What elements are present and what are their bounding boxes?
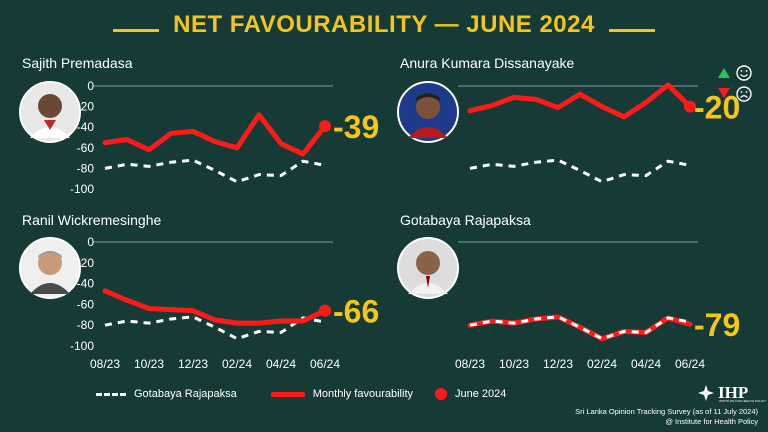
ihp-logo: IHP INSTITUTE FOR HEALTH POLICY — [697, 380, 766, 406]
smiley-happy-icon — [736, 65, 752, 81]
series-line-monthly — [467, 82, 693, 120]
up-triangle-icon — [718, 68, 730, 78]
ihp-logo-icon — [698, 385, 714, 401]
june-2024-dot — [684, 100, 696, 113]
y-tick-label: -100 — [70, 339, 94, 353]
avatar-ranil — [19, 237, 81, 299]
title-bar: NET FAVOURABILITY — JUNE 2024 — [0, 8, 768, 42]
smiley-sad-icon — [736, 86, 752, 102]
x-tick-label: 02/24 — [222, 357, 252, 371]
y-tick-label: 0 — [87, 79, 94, 93]
footer: Sri Lanka Opinion Tracking Survey (as of… — [575, 407, 758, 427]
footer-credit: @ Institute for Health Policy — [665, 417, 758, 426]
footer-source: Sri Lanka Opinion Tracking Survey (as of… — [575, 407, 758, 416]
x-tick-label: 10/23 — [134, 357, 164, 371]
x-tick-label: 10/23 — [499, 357, 529, 371]
panel-title-anura: Anura Kumara Dissanayake — [400, 55, 575, 71]
page-title: NET FAVOURABILITY — JUNE 2024 — [173, 11, 595, 38]
series-line-monthly — [102, 112, 328, 157]
title-rule-right — [608, 28, 655, 32]
down-triangle-icon — [718, 88, 730, 98]
june-2024-dot — [319, 120, 331, 133]
ihp-logo-subtitle: INSTITUTE FOR HEALTH POLICY — [719, 399, 766, 403]
legend-swatch-dashed — [96, 392, 126, 396]
june-value-label: -20 — [694, 90, 740, 126]
series-line-gotabaya-reference — [469, 158, 691, 184]
title-rule-left — [113, 28, 160, 32]
panel-title-gotabaya: Gotabaya Rajapaksa — [400, 212, 531, 228]
avatar-sajith — [19, 81, 81, 143]
x-tick-label: 06/24 — [310, 357, 340, 371]
series-line-gotabaya-reference — [104, 158, 326, 184]
legend-item-gotabaya: Gotabaya Rajapaksa — [96, 388, 237, 400]
y-tick-label: -40 — [77, 277, 95, 291]
trend-indicators — [718, 65, 752, 102]
legend: Gotabaya Rajapaksa Monthly favourability… — [96, 384, 596, 404]
legend-label-gotabaya: Gotabaya Rajapaksa — [134, 388, 237, 400]
y-tick-label: -80 — [77, 318, 95, 332]
legend-label-monthly: Monthly favourability — [312, 388, 414, 400]
series-line-monthly — [467, 314, 693, 342]
x-tick-label: 06/24 — [675, 357, 705, 371]
y-tick-label: -40 — [77, 120, 95, 134]
x-tick-label: 08/23 — [90, 357, 120, 371]
y-tick-label: -80 — [77, 161, 95, 175]
y-tick-label: -60 — [77, 297, 95, 311]
june-value-label: -79 — [694, 307, 740, 343]
y-tick-label: -100 — [70, 182, 94, 196]
panel-title-ranil: Ranil Wickremesinghe — [22, 212, 162, 228]
legend-swatch-dot — [435, 388, 448, 400]
series-line-monthly — [102, 288, 328, 326]
legend-item-monthly: Monthly favourability — [270, 388, 414, 400]
x-tick-label: 12/23 — [178, 357, 208, 371]
ihp-logo-text: IHP — [718, 383, 749, 402]
x-tick-label: 04/24 — [266, 357, 296, 371]
y-tick-label: -60 — [77, 141, 95, 155]
avatar-gotabaya — [397, 237, 459, 299]
x-tick-label: 02/24 — [587, 357, 617, 371]
legend-label-june: June 2024 — [455, 388, 507, 400]
june-value-label: -39 — [333, 109, 379, 145]
y-tick-label: 0 — [87, 235, 94, 249]
panel-title-sajith: Sajith Premadasa — [22, 55, 133, 71]
x-tick-label: 04/24 — [631, 357, 661, 371]
legend-swatch-line — [270, 391, 305, 397]
y-tick-label: -20 — [77, 100, 95, 114]
x-tick-label: 08/23 — [455, 357, 485, 371]
legend-item-june: June 2024 — [435, 388, 506, 400]
june-2024-dot — [319, 304, 331, 317]
y-tick-label: -20 — [77, 256, 95, 270]
x-tick-label: 12/23 — [543, 357, 573, 371]
june-value-label: -66 — [333, 294, 379, 330]
avatar-anura — [397, 81, 459, 143]
